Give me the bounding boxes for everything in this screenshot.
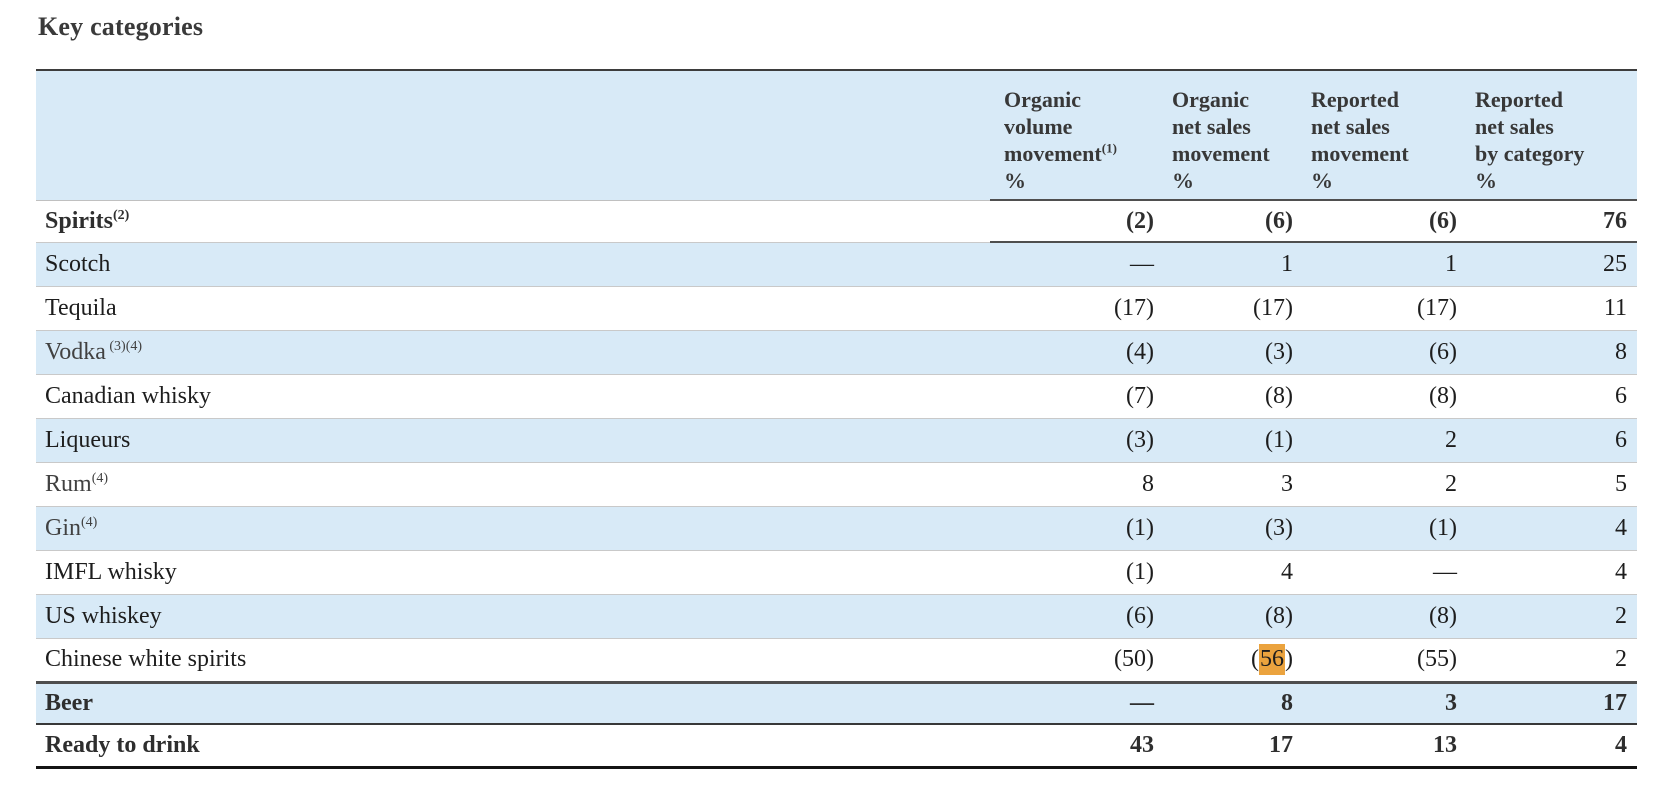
value-cell: 17 xyxy=(1164,724,1303,769)
page-title: Key categories xyxy=(38,12,204,41)
value-cell: — xyxy=(990,682,1164,725)
header-organic-volume-movement: Organic volume movement(1)% xyxy=(990,70,1164,201)
value-cell: (1) xyxy=(1164,418,1303,463)
row-label: Tequila xyxy=(36,286,990,331)
value-cell: 1 xyxy=(1164,242,1303,287)
value-cell: 8 xyxy=(990,462,1164,507)
value-cell: (56) xyxy=(1164,638,1303,684)
table-row: Tequila (17) (17) (17) 11 xyxy=(36,286,1637,331)
value-cell: 43 xyxy=(990,724,1164,769)
value-cell: 4 xyxy=(1164,550,1303,595)
table-row: IMFL whisky (1) 4—4 xyxy=(36,550,1637,595)
row-label: Beer xyxy=(36,682,990,725)
table-row: Beer —8 3 17 xyxy=(36,682,1637,725)
value-cell: 2 xyxy=(1467,638,1637,684)
value-cell: 3 xyxy=(1303,682,1467,725)
value-cell: (2) xyxy=(990,200,1164,243)
value-cell: (7) xyxy=(990,374,1164,419)
row-label: US whiskey xyxy=(36,594,990,639)
row-label: Ready to drink xyxy=(36,724,990,769)
table-row: Spirits(2) (2) (6) (6) 76 xyxy=(36,200,1637,243)
table-row: Liqueurs (3) (1) 2 6 xyxy=(36,418,1637,463)
key-categories-table: Organic volume movement(1)% Organic net sal… xyxy=(36,69,1637,769)
highlight-mark: 56 xyxy=(1259,644,1285,675)
value-cell: 17 xyxy=(1467,682,1637,725)
row-label: Chinese white spirits xyxy=(36,638,990,684)
value-cell: 3 xyxy=(1164,462,1303,507)
value-cell: — xyxy=(1303,550,1467,595)
value-cell: 25 xyxy=(1467,242,1637,287)
footnote-marker: (3)(4) xyxy=(105,338,143,354)
value-cell: (17) xyxy=(990,286,1164,331)
row-label: Liqueurs xyxy=(36,418,990,463)
table-row: Canadian whisky (7) (8) (8) 6 xyxy=(36,374,1637,419)
value-cell: (1) xyxy=(1303,506,1467,551)
value-cell: 2 xyxy=(1467,594,1637,639)
value-cell: 6 xyxy=(1467,418,1637,463)
value-cell: (17) xyxy=(1164,286,1303,331)
value-cell: (55) xyxy=(1303,638,1467,684)
row-label: Gin(4) xyxy=(36,506,990,551)
row-label: Rum(4) xyxy=(36,462,990,507)
header-category-spacer xyxy=(36,70,990,201)
table-row: Ready to drink 43 17 13 4 xyxy=(36,724,1637,769)
value-cell: (8) xyxy=(1303,594,1467,639)
value-cell: 6 xyxy=(1467,374,1637,419)
value-cell: 1 xyxy=(1303,242,1467,287)
table-row: Scotch —1 1 25 xyxy=(36,242,1637,287)
table-row: Vodka (3)(4) (4) (3) (6) 8 xyxy=(36,330,1637,375)
value-cell: — xyxy=(990,242,1164,287)
table-body: Spirits(2) (2) (6) (6) 76 Scotch —1 1 25 Tequila(… xyxy=(36,200,1637,769)
header-row: Organic volume movement(1)% Organic net sal… xyxy=(36,70,1637,201)
value-cell: 4 xyxy=(1467,724,1637,769)
value-cell: (8) xyxy=(1164,594,1303,639)
footnote-marker: (1) xyxy=(1101,140,1117,156)
value-cell: (8) xyxy=(1303,374,1467,419)
footnote-marker: (4) xyxy=(91,470,109,486)
header-organic-net-sales-movement: Organic net sales movement% xyxy=(1164,70,1303,201)
value-cell: (3) xyxy=(990,418,1164,463)
value-cell: 5 xyxy=(1467,462,1637,507)
value-cell: 4 xyxy=(1467,506,1637,551)
footnote-marker: (4) xyxy=(81,514,98,530)
value-cell: (1) xyxy=(990,506,1164,551)
value-cell: (6) xyxy=(1164,200,1303,243)
value-cell: (6) xyxy=(990,594,1164,639)
value-cell: (1) xyxy=(990,550,1164,595)
row-label: Spirits(2) xyxy=(36,200,990,243)
value-cell: (3) xyxy=(1164,330,1303,375)
value-cell: (50) xyxy=(990,638,1164,684)
value-cell: 76 xyxy=(1467,200,1637,243)
table-row: Gin(4) (1) (3) (1) 4 xyxy=(36,506,1637,551)
row-label: Canadian whisky xyxy=(36,374,990,419)
value-cell: 8 xyxy=(1164,682,1303,725)
value-cell: 2 xyxy=(1303,462,1467,507)
value-cell: (17) xyxy=(1303,286,1467,331)
value-cell: 4 xyxy=(1467,550,1637,595)
row-label: IMFL whisky xyxy=(36,550,990,595)
report-page: Key categories Organic volume movement(1)%… xyxy=(36,12,1637,769)
row-label: Vodka (3)(4) xyxy=(36,330,990,375)
footnote-marker: (2) xyxy=(113,207,130,223)
value-cell: (4) xyxy=(990,330,1164,375)
value-cell: (6) xyxy=(1303,200,1467,243)
table-row: US whiskey (6) (8) (8) 2 xyxy=(36,594,1637,639)
header-reported-net-sales-movement: Reported net sales movement% xyxy=(1303,70,1467,201)
value-cell: (3) xyxy=(1164,506,1303,551)
value-cell: 2 xyxy=(1303,418,1467,463)
value-cell: (8) xyxy=(1164,374,1303,419)
header-reported-net-sales-by-category: Reported net sales by category% xyxy=(1467,70,1637,201)
row-label: Scotch xyxy=(36,242,990,287)
table-row: Chinese white spirits (50) (56) (55) 2 xyxy=(36,638,1637,684)
value-cell: (6) xyxy=(1303,330,1467,375)
table-header: Organic volume movement(1)% Organic net sal… xyxy=(36,70,1637,201)
value-cell: 13 xyxy=(1303,724,1467,769)
value-cell: 8 xyxy=(1467,330,1637,375)
table-row: Rum(4) 8 3 2 5 xyxy=(36,462,1637,507)
value-cell: 11 xyxy=(1467,286,1637,331)
